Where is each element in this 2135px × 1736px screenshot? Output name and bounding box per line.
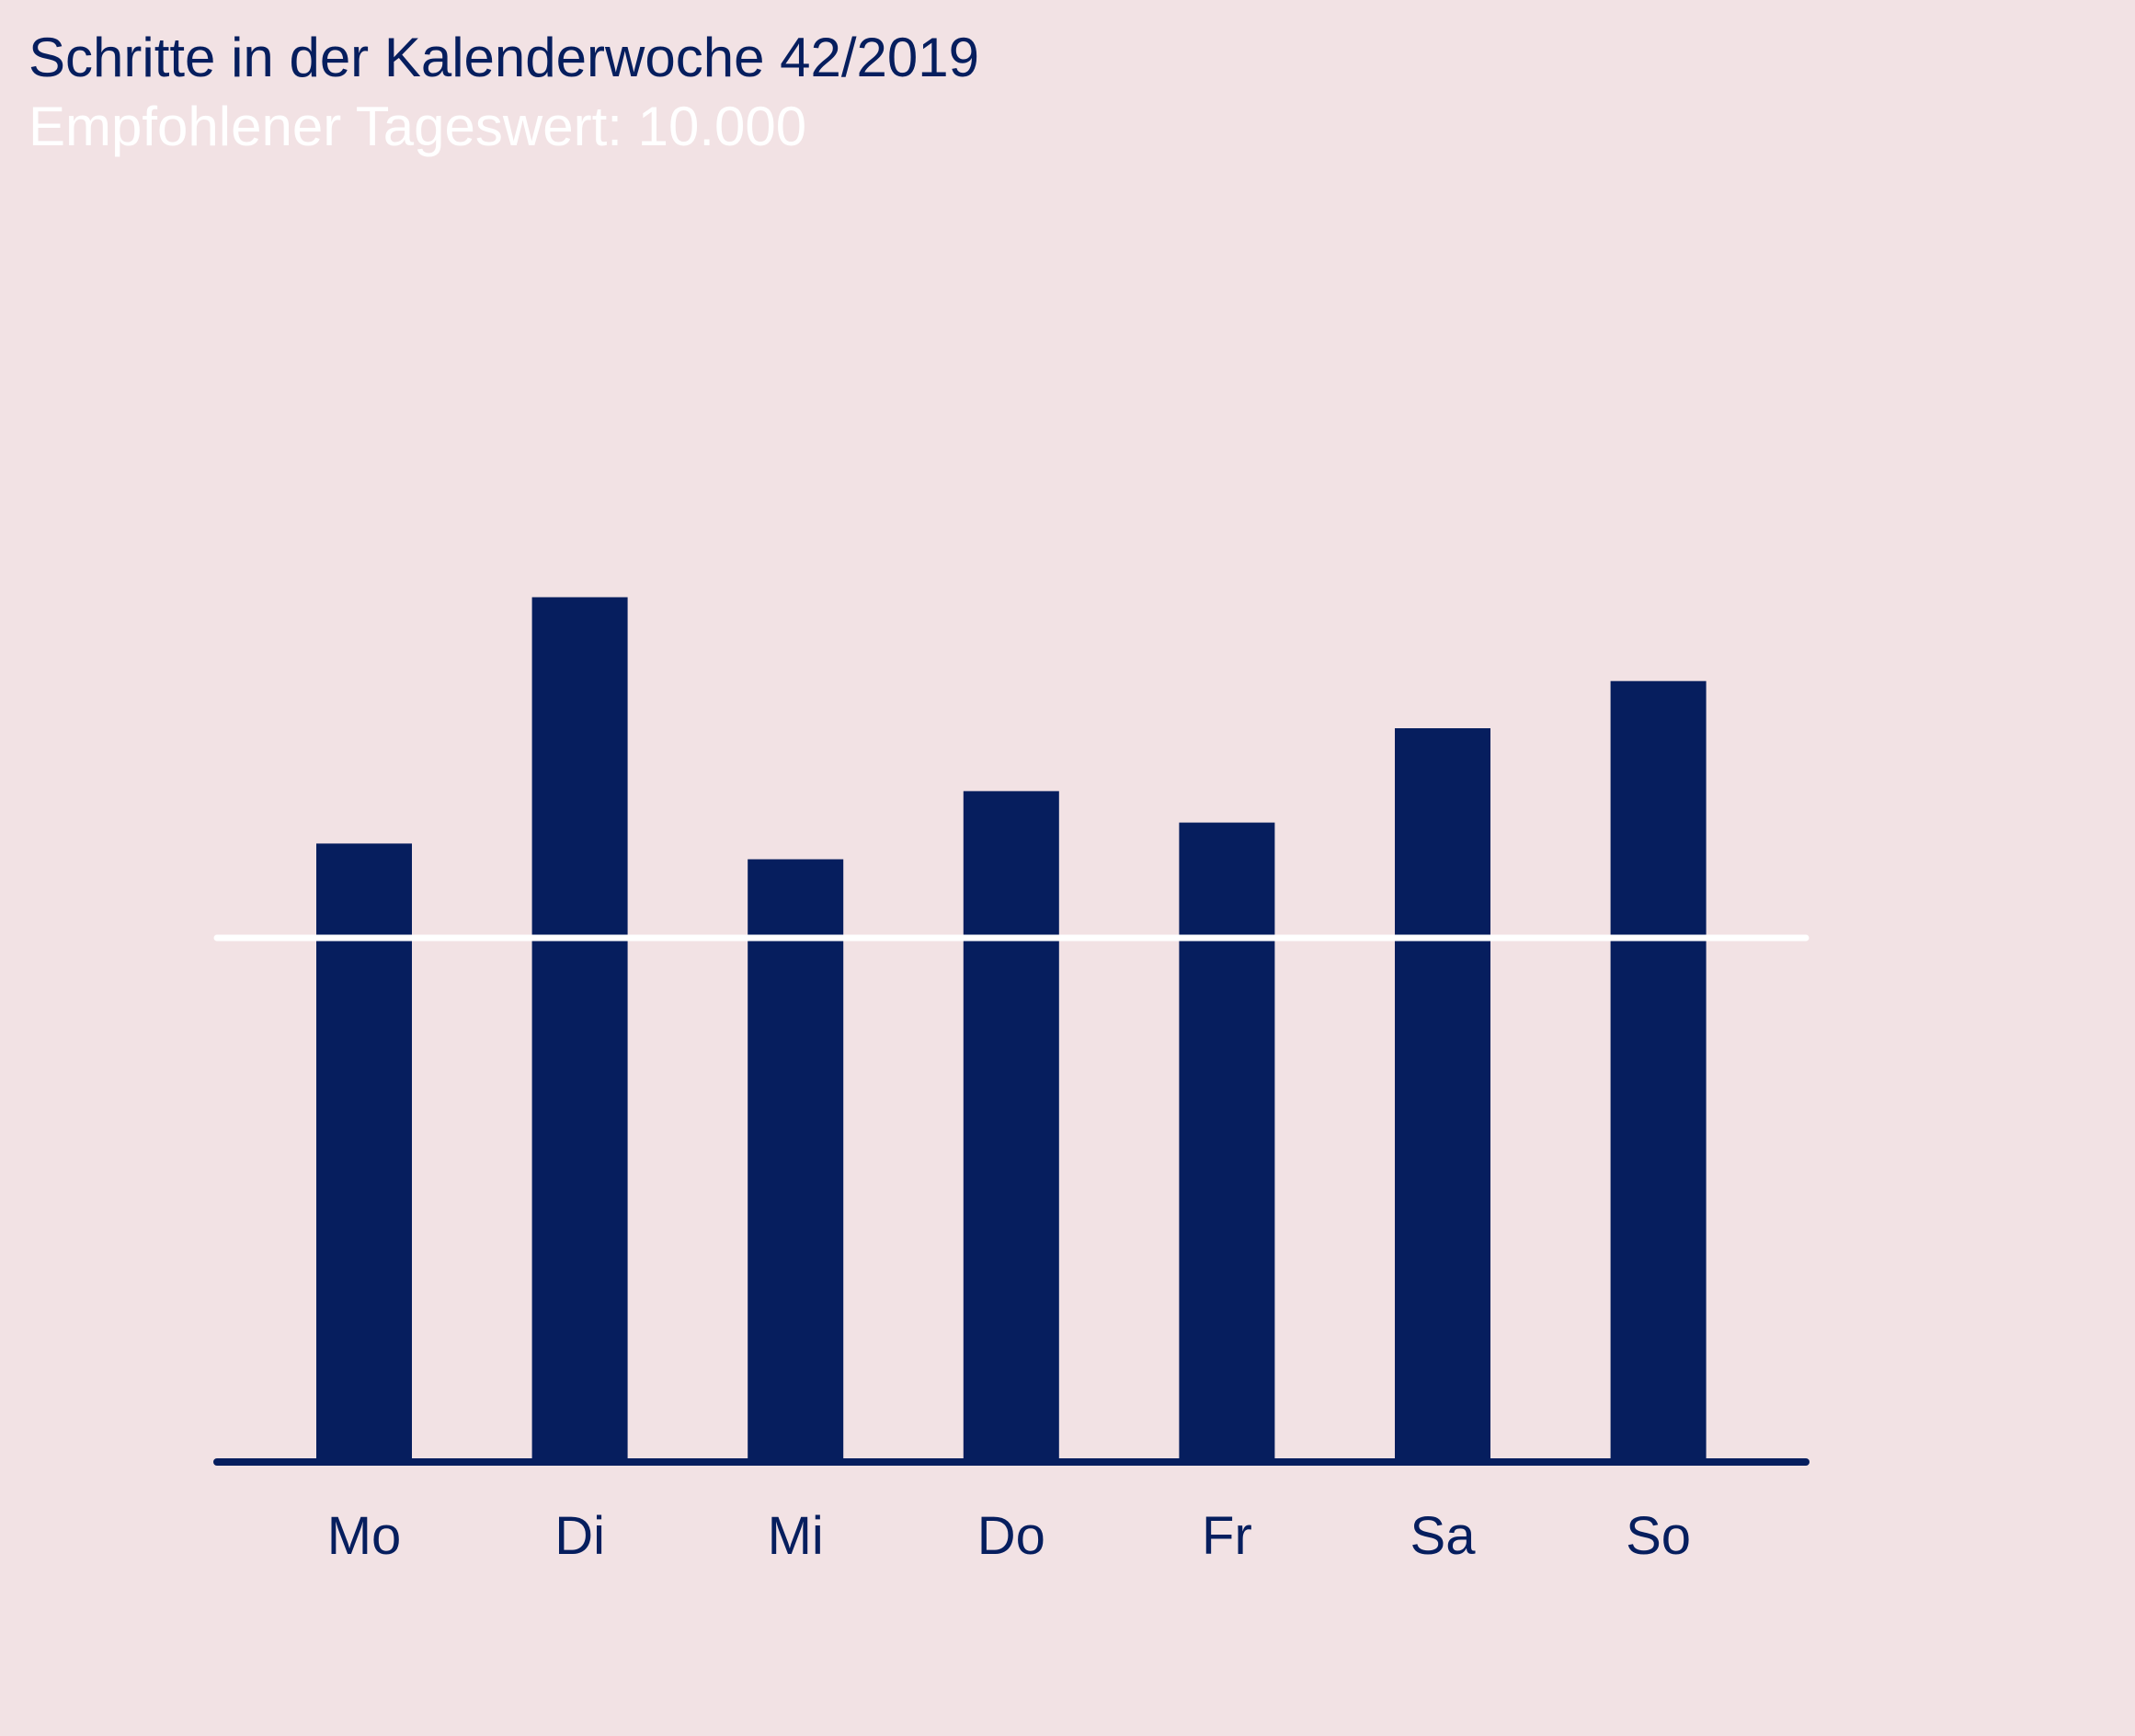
chart-title: Schritte in der Kalenderwoche 42/2019 <box>29 27 980 88</box>
chart-subtitle: Empfohlener Tageswert: 10.000 <box>29 96 807 157</box>
x-tick-label-do: Do <box>977 1506 1045 1566</box>
bar-sa <box>1395 728 1490 1462</box>
bars-layer <box>316 597 1707 1462</box>
bar-mo <box>316 843 412 1462</box>
bar-so <box>1610 680 1707 1462</box>
bar-mi <box>748 859 844 1462</box>
x-tick-label-mo: Mo <box>327 1506 402 1566</box>
tick-labels-layer: Mo Di Mi Do Fr Sa So <box>327 1506 1691 1566</box>
x-tick-label-sa: Sa <box>1410 1506 1477 1566</box>
bar-fr <box>1179 822 1275 1462</box>
bar-di <box>531 597 628 1462</box>
x-tick-label-so: So <box>1626 1506 1691 1566</box>
x-tick-label-mi: Mi <box>768 1506 824 1566</box>
x-tick-label-di: Di <box>554 1506 605 1566</box>
x-tick-label-fr: Fr <box>1202 1506 1252 1566</box>
bar-do <box>963 791 1059 1462</box>
